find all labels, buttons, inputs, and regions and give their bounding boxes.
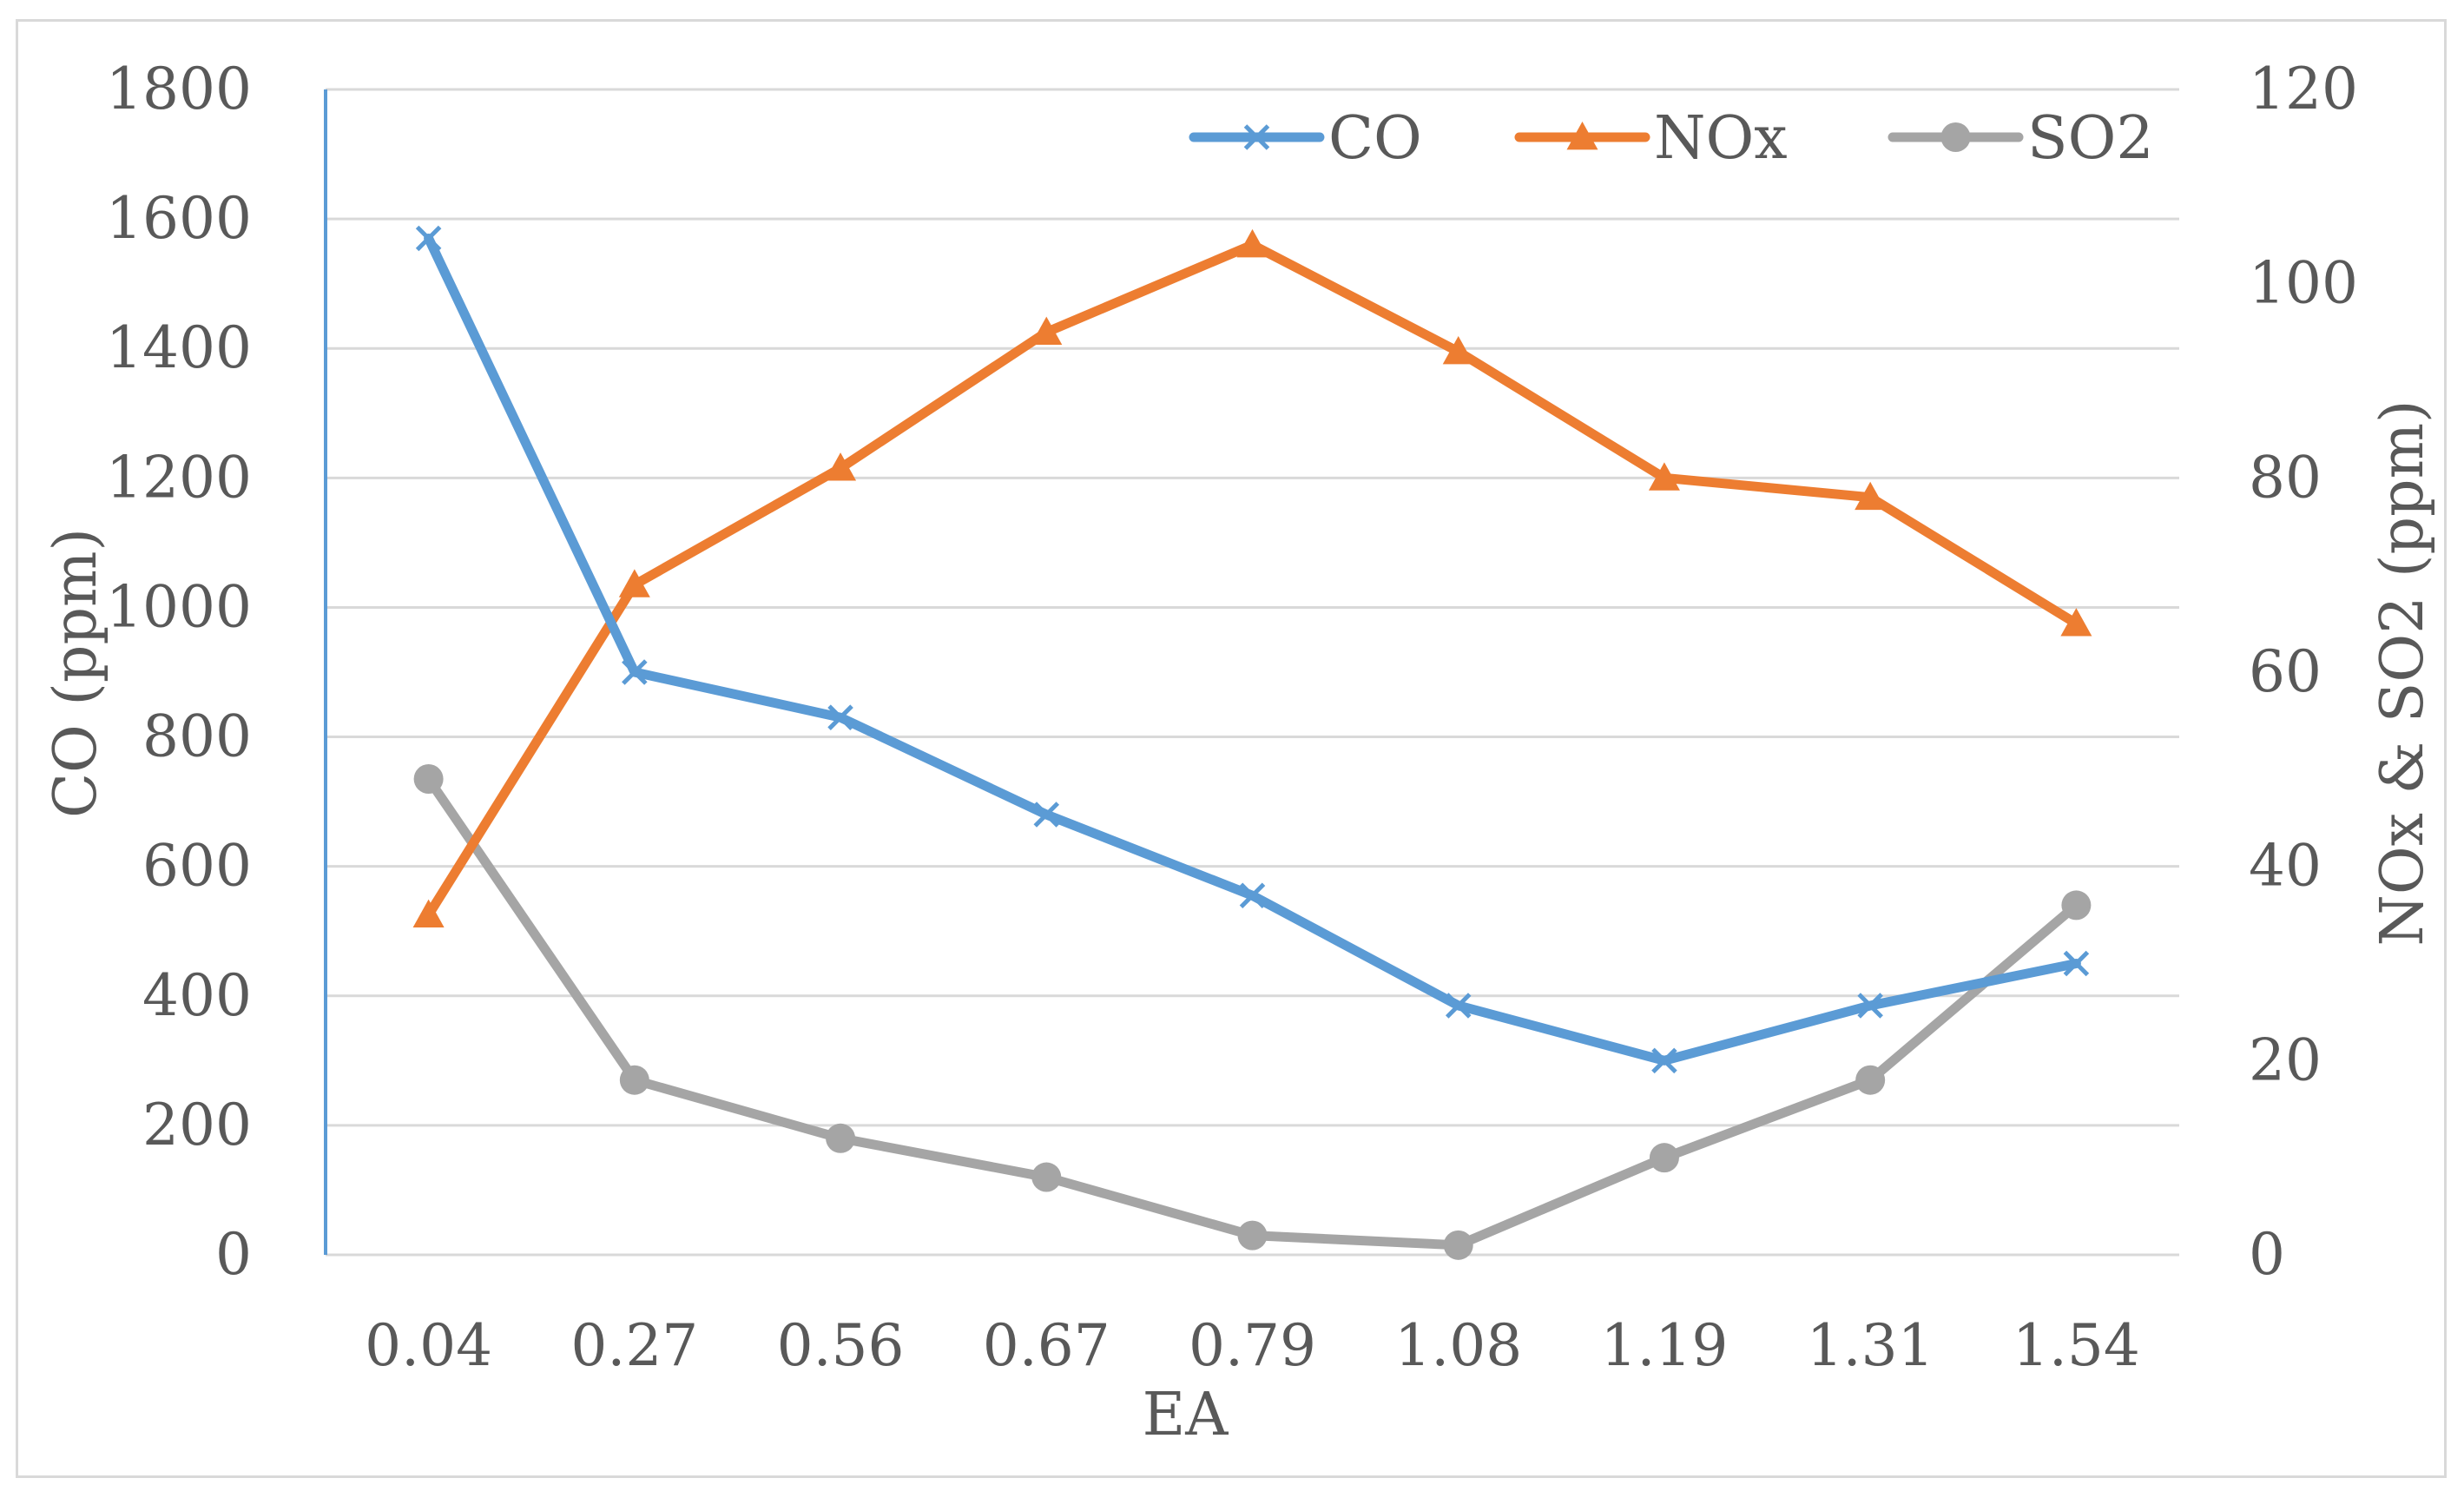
point-nox-1.08 <box>1442 335 1474 365</box>
legend-label-nox: NOx <box>1654 104 1788 173</box>
chart-frame <box>16 19 2447 1478</box>
point-co-0.79 <box>1239 882 1266 908</box>
left-tick-800: 800 <box>142 703 252 770</box>
legend-marker-co <box>1243 124 1270 150</box>
series-line-co <box>424 233 2081 1066</box>
point-so2-1.08 <box>1443 1230 1473 1260</box>
right-tick-60: 60 <box>2249 638 2322 705</box>
legend: CO NOx SO2 <box>1189 104 2154 173</box>
left-y-axis-title: CO (ppm) <box>42 528 110 818</box>
series-so2 <box>413 764 2092 1260</box>
point-nox-0.67 <box>1031 316 1063 345</box>
gridlines <box>326 88 2179 1257</box>
point-co-1.19 <box>1651 1047 1677 1074</box>
right-tick-20: 20 <box>2249 1026 2322 1093</box>
point-so2-0.04 <box>413 764 444 795</box>
left-tick-400: 400 <box>142 962 252 1029</box>
x-tick-1.54: 1.54 <box>2013 1312 2140 1379</box>
right-y-axis-title: NOx & SO2 (ppm) <box>2368 399 2437 946</box>
legend-item-co: CO <box>1189 104 1422 173</box>
legend-label-so2: SO2 <box>2027 104 2154 173</box>
point-nox-1.31 <box>1855 481 1887 511</box>
x-tick-1.31: 1.31 <box>1807 1312 1934 1379</box>
left-tick-1600: 1600 <box>106 185 252 252</box>
point-so2-1.54 <box>2061 890 2092 921</box>
point-so2-1.19 <box>1649 1143 1679 1173</box>
right-tick-0: 0 <box>2249 1221 2285 1288</box>
series-co <box>415 225 2090 1074</box>
x-tick-0.27: 0.27 <box>570 1312 698 1379</box>
left-tick-200: 200 <box>142 1092 252 1158</box>
point-co-0.67 <box>1033 802 1060 828</box>
point-so2-0.56 <box>826 1123 856 1153</box>
left-tick-1000: 1000 <box>106 573 252 640</box>
left-tick-600: 600 <box>142 833 252 900</box>
right-tick-80: 80 <box>2249 444 2322 511</box>
point-nox-0.56 <box>825 452 857 481</box>
point-nox-0.04 <box>412 899 445 927</box>
point-nox-0.79 <box>1236 228 1268 258</box>
point-co-0.04 <box>415 225 442 252</box>
x-tick-0.79: 0.79 <box>1189 1312 1316 1379</box>
right-y-tick-labels: 0 20 40 60 80 100 120 <box>2249 56 2358 1288</box>
series-nox <box>412 228 2092 927</box>
left-tick-1200: 1200 <box>106 444 252 511</box>
right-tick-40: 40 <box>2249 833 2322 900</box>
left-tick-1400: 1400 <box>106 314 252 381</box>
x-tick-0.04: 0.04 <box>365 1312 492 1379</box>
point-nox-1.54 <box>2060 608 2092 637</box>
x-tick-labels: 0.04 0.27 0.56 0.67 0.79 1.08 1.19 1.31 1.54 <box>365 1312 2140 1379</box>
right-tick-120: 120 <box>2249 56 2358 122</box>
legend-marker-so2 <box>1940 122 1971 152</box>
point-so2-0.67 <box>1031 1162 1062 1192</box>
point-so2-1.31 <box>1855 1065 1886 1095</box>
point-nox-1.19 <box>1648 462 1680 491</box>
x-tick-0.56: 0.56 <box>777 1312 905 1379</box>
left-tick-1800: 1800 <box>106 56 252 122</box>
right-tick-100: 100 <box>2249 250 2358 317</box>
legend-label-co: CO <box>1328 104 1422 173</box>
point-co-0.56 <box>827 704 853 730</box>
x-axis-title: EA <box>1143 1381 1229 1449</box>
series-layer <box>412 225 2092 1260</box>
legend-marker-nox <box>1566 122 1598 150</box>
point-co-1.31 <box>1857 993 1883 1019</box>
left-y-tick-labels: 0 200 400 600 800 1000 1200 1400 1600 1800 <box>106 56 252 1288</box>
point-co-1.54 <box>2063 950 2090 977</box>
series-line-nox <box>424 240 2081 921</box>
legend-item-nox: NOx <box>1514 104 1788 173</box>
x-tick-1.19: 1.19 <box>1600 1312 1728 1379</box>
legend-item-so2: SO2 <box>1888 104 2154 173</box>
point-nox-0.27 <box>618 569 650 597</box>
point-co-1.08 <box>1445 993 1472 1019</box>
left-tick-0: 0 <box>215 1221 252 1288</box>
point-co-0.27 <box>622 659 648 685</box>
point-so2-0.27 <box>619 1065 649 1095</box>
point-so2-0.79 <box>1237 1220 1268 1251</box>
x-tick-0.67: 0.67 <box>983 1312 1110 1379</box>
x-tick-1.08: 1.08 <box>1394 1312 1522 1379</box>
